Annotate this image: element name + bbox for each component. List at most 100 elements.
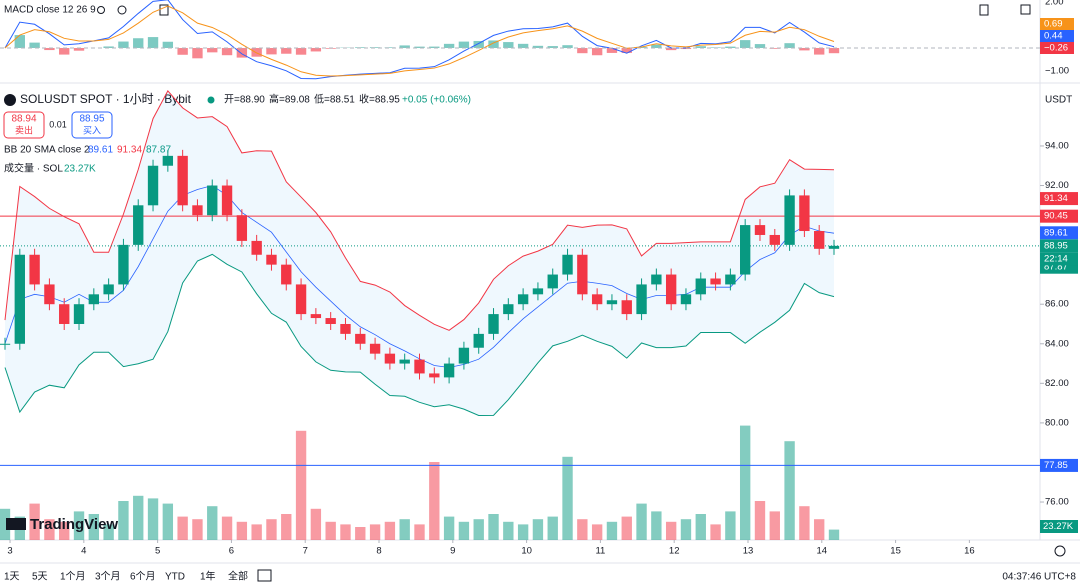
macd-hist [118,41,129,48]
volume-bar [695,514,706,540]
macd-hist [251,48,262,57]
range-button[interactable]: 1年 [200,570,216,583]
macd-hist [443,43,455,48]
range-button[interactable]: 1个月 [60,571,86,583]
macd-hist [503,42,514,48]
range-button[interactable]: 全部 [228,570,248,583]
candle-body [739,225,751,275]
macd-hist [399,45,410,48]
symbol-name[interactable]: SOLUSDT SPOT · 1小时 · Bybit [20,92,192,106]
sell-button[interactable] [3,111,45,139]
candle-body [532,288,544,295]
volume-bar [414,524,425,540]
macd-line [4,0,835,80]
macd-hist [192,48,203,59]
candle-body [547,274,558,289]
candle-body [340,323,351,334]
calendar-icon[interactable] [257,569,272,582]
ohlc-value: 开=88.90 [224,95,265,106]
countdown-tag [1040,252,1078,266]
macd-hist [547,46,558,48]
candle-body [784,195,795,245]
macd-hist [429,46,440,48]
candle-body [665,274,677,305]
candle-body [147,165,159,206]
delete-icon[interactable] [979,4,989,16]
candle-body [14,254,25,344]
candle-body [429,373,440,378]
macd-hist [665,48,677,51]
macd-hist [295,48,307,55]
volume-bar [473,519,484,540]
candle-body [695,278,706,295]
eye-icon[interactable] [97,6,105,14]
macd-tag-label: 0.44 [1044,31,1063,42]
range-button[interactable]: 6个月 [130,571,156,583]
x-tick-label: 8 [376,546,381,557]
macd-tag [1040,42,1074,54]
volume-bar [221,516,233,540]
ohlc-value: 收=88.95 [359,93,400,106]
x-tick-label: 15 [890,546,901,557]
ohlc: 开=88.90 高=89.08 低=88.51 收=88.95 +0.05 (+0.06… [224,93,471,106]
x-tick-label: 12 [669,546,680,557]
volume-bar [591,524,603,540]
volume-bar [369,524,381,540]
macd-hist [236,48,248,58]
x-tick-label: 7 [303,546,308,557]
candle-body [621,300,632,315]
price-tag [1040,239,1078,253]
candle-body [606,300,618,305]
macd-hist [754,44,766,48]
volume-bar [281,514,292,540]
delete-icon[interactable] [159,4,169,16]
range-button[interactable]: 5天 [32,572,48,583]
volume-bar [340,524,351,540]
candle-body [458,347,470,364]
buy-button[interactable] [71,111,113,139]
settings-icon[interactable] [117,5,127,15]
macd-tag [1040,30,1074,42]
candle-body [473,333,484,348]
macd-hist [310,48,322,52]
volume-bar [429,462,440,540]
volume-bar [251,524,262,540]
volume-bar [147,498,159,540]
macd-hist [577,48,588,54]
volume-bar [73,511,85,540]
currency[interactable]: USDT [1045,95,1072,106]
volume-bar [503,521,514,540]
maximize-icon[interactable] [1020,4,1031,15]
candle-body [88,294,100,305]
volume-bar [814,519,825,540]
macd-hist [814,48,825,55]
macd-hist [769,48,780,49]
pane-icons[interactable] [97,4,1031,16]
candle-body [710,278,721,285]
candle-body [591,294,603,305]
volume-bar [517,524,529,540]
settings-icon[interactable] [1054,545,1066,557]
range-button[interactable]: YTD [165,572,185,583]
candle-body [177,155,188,206]
macd-hist [695,46,706,48]
macd-hist [606,48,618,53]
macd-hist [739,40,751,48]
candle-body [414,359,425,374]
candle-body [133,205,144,245]
range-button[interactable]: 3个月 [95,571,121,583]
logo-icon [6,518,26,530]
y-tick-label: 82.00 [1045,378,1069,389]
candle-body [814,231,825,249]
macd-hist [458,41,470,48]
countdown: 22:14 [1044,253,1068,264]
macd-hist [369,47,381,48]
volume-bar [621,516,632,540]
volume-bar [310,508,322,540]
range-button[interactable]: 1天 [4,572,20,583]
macd-hist [133,38,144,48]
volume-bar [458,521,470,540]
volume-bar [710,524,721,540]
volume-bar [606,521,618,540]
y-tick-label: 80.00 [1045,417,1069,428]
